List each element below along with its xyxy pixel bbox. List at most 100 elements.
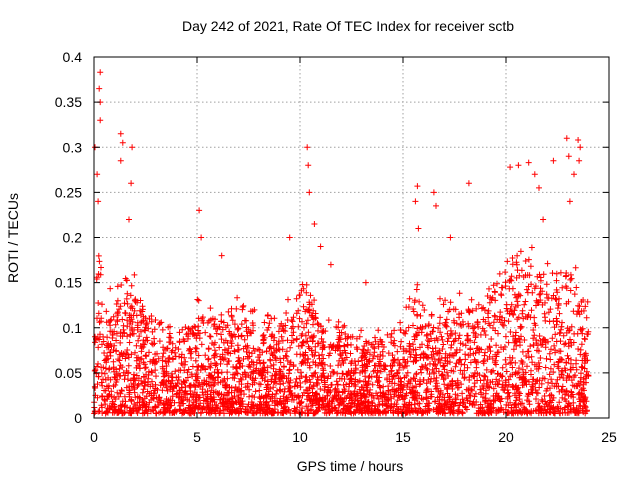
data-point <box>231 375 238 382</box>
data-point <box>253 368 259 374</box>
data-point <box>524 348 531 355</box>
data-point <box>304 387 311 394</box>
data-point <box>279 326 286 332</box>
data-point <box>365 380 372 387</box>
data-point <box>452 306 459 313</box>
data-point <box>114 370 121 377</box>
data-point <box>104 352 111 359</box>
data-point <box>472 390 479 397</box>
data-point <box>121 376 128 383</box>
data-point <box>319 359 326 366</box>
data-point <box>315 352 322 359</box>
data-point <box>471 324 478 331</box>
data-point <box>388 395 395 402</box>
data-point <box>115 356 122 363</box>
data-point <box>354 346 360 352</box>
data-point <box>559 319 565 326</box>
data-point <box>225 398 232 405</box>
data-point <box>108 388 115 395</box>
data-point <box>256 351 263 358</box>
data-point <box>456 314 463 321</box>
data-point <box>397 319 404 326</box>
data-point <box>563 377 570 384</box>
data-point <box>519 361 526 367</box>
data-point <box>303 289 310 296</box>
data-point <box>215 370 222 377</box>
data-point <box>367 351 373 358</box>
data-point <box>466 308 473 315</box>
data-point <box>229 394 236 401</box>
data-point <box>406 399 413 406</box>
data-point <box>389 362 396 369</box>
x-tick-label: 15 <box>395 429 411 445</box>
data-point <box>327 363 334 369</box>
data-point <box>281 372 288 379</box>
data-point <box>311 297 318 304</box>
data-point <box>246 353 253 360</box>
data-point <box>265 388 272 395</box>
data-point <box>457 367 464 374</box>
data-point <box>467 359 474 366</box>
data-point <box>564 409 571 416</box>
data-point <box>555 358 562 365</box>
data-point <box>259 333 266 339</box>
data-point <box>202 389 209 396</box>
data-point <box>403 390 410 397</box>
data-point <box>524 363 530 370</box>
data-point <box>107 376 114 383</box>
y-tick-labels: 0 0.05 0.1 0.15 0.2 0.25 0.3 0.35 0.4 <box>55 49 82 426</box>
data-point <box>135 337 142 344</box>
data-point <box>238 376 245 383</box>
data-point <box>338 329 345 336</box>
data-point <box>126 216 132 223</box>
x-tick-label: 10 <box>292 429 308 445</box>
data-point <box>476 408 482 415</box>
data-point <box>153 373 159 380</box>
data-point <box>163 384 170 391</box>
data-point <box>184 374 191 381</box>
data-point <box>288 339 295 346</box>
data-point <box>260 359 267 366</box>
data-point <box>272 355 279 362</box>
data-point <box>111 374 118 380</box>
data-point <box>264 381 271 388</box>
data-point <box>404 358 411 365</box>
data-point <box>538 341 545 348</box>
data-point <box>197 410 204 417</box>
data-point <box>241 369 248 376</box>
data-point <box>411 299 418 306</box>
data-point <box>553 270 560 277</box>
data-point <box>167 339 174 346</box>
data-point <box>156 409 163 416</box>
data-point <box>538 396 545 403</box>
data-points <box>91 69 592 417</box>
data-point <box>177 367 184 374</box>
data-point <box>410 375 417 382</box>
data-point <box>129 319 136 325</box>
y-tick-label: 0.2 <box>63 230 83 246</box>
data-point <box>300 352 307 359</box>
data-point <box>242 384 249 391</box>
data-point <box>483 366 490 373</box>
data-point <box>412 198 419 205</box>
data-point <box>535 406 542 413</box>
data-point <box>132 404 139 411</box>
data-point <box>527 343 534 350</box>
data-point <box>337 352 344 359</box>
data-point <box>543 355 550 362</box>
data-point <box>286 234 293 241</box>
y-tick-label: 0.35 <box>55 94 82 110</box>
data-point <box>547 397 554 404</box>
data-point <box>539 407 546 414</box>
data-point <box>150 395 157 402</box>
data-point <box>502 333 509 340</box>
data-point <box>326 410 333 416</box>
data-point <box>112 396 119 402</box>
data-point <box>199 317 206 324</box>
data-point <box>134 319 141 326</box>
data-point <box>328 381 335 388</box>
data-point <box>448 342 455 348</box>
data-point <box>528 244 535 251</box>
data-point <box>389 352 396 359</box>
data-point <box>121 300 128 307</box>
